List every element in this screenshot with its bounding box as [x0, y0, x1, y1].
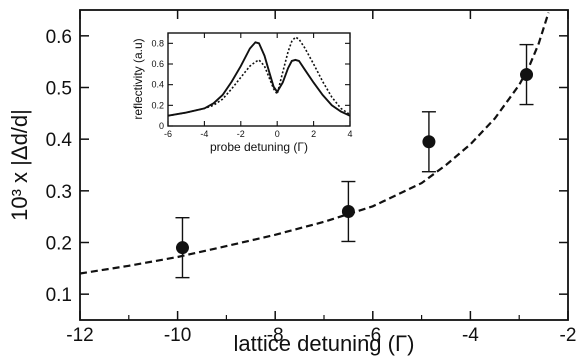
main-plot: -12 -10 -8 -6 -4 -2 0.1 0.2 0.3 0.4 0.5 0.6 lattice… — [7, 9, 577, 356]
data-point-marker — [422, 135, 436, 149]
main-y-tick-label: 0.4 — [46, 130, 73, 151]
inset-x-tick-label: -4 — [200, 129, 208, 139]
data-point — [421, 111, 436, 173]
main-tick-labels: -12 -10 -8 -6 -4 -2 0.1 0.2 0.3 0.4 0.5 0.6 — [46, 27, 577, 346]
inset-x-tick-label: 2 — [311, 129, 316, 139]
inset-y-tick-label: 0 — [159, 121, 164, 131]
data-point — [519, 43, 534, 106]
main-y-tick-label: 0.1 — [46, 285, 72, 306]
inset-x-tick-label: -2 — [237, 129, 245, 139]
main-y-tick-label: 0.5 — [46, 79, 72, 100]
main-y-tick-label: 0.2 — [46, 234, 72, 255]
inset-curves — [167, 36, 351, 117]
inset-y-tick-label: 0.2 — [151, 100, 164, 110]
main-x-tick-label: -6 — [364, 325, 381, 346]
data-point-marker — [341, 205, 355, 218]
main-y-axis-title: 10³ x |Δd/d| — [7, 109, 32, 221]
main-ticks — [79, 10, 569, 320]
inset-x-tick-label: 0 — [275, 129, 280, 139]
inset-y-axis-title: reflectivity (a.u) — [131, 38, 145, 119]
main-x-tick-label: -8 — [267, 325, 284, 346]
inset-plot-background — [168, 33, 350, 126]
inset-x-tick-label: 4 — [347, 129, 352, 139]
inset-ticks — [167, 33, 351, 127]
main-data-points — [175, 43, 534, 279]
main-x-tick-label: -2 — [560, 325, 577, 346]
inset-x-axis-title: probe detuning (Γ) — [210, 140, 308, 154]
main-x-axis-title: lattice detuning (Γ) — [234, 331, 415, 356]
inset-tick-labels: -6 -4 -2 0 2 4 0 0.2 0.4 0.6 0.8 — [151, 38, 352, 139]
data-point — [175, 216, 190, 279]
main-y-tick-label: 0.3 — [46, 182, 72, 203]
main-y-tick-label: 0.6 — [46, 27, 72, 48]
main-x-tick-label: -10 — [164, 325, 191, 346]
inset-y-tick-label: 0.8 — [151, 38, 164, 48]
inset-y-tick-label: 0.6 — [151, 59, 164, 69]
main-x-tick-label: -4 — [462, 325, 479, 346]
inset-x-tick-label: -6 — [164, 129, 172, 139]
data-point-marker — [520, 68, 534, 82]
data-point-marker — [175, 241, 189, 255]
inset-dotted-curve — [167, 36, 351, 117]
main-x-tick-label: -12 — [66, 325, 93, 346]
inset-y-tick-label: 0.4 — [151, 80, 164, 90]
inset-plot: -6 -4 -2 0 2 4 0 0.2 0.4 0.6 0.8 probe detuning (Γ… — [131, 32, 353, 154]
inset-solid-curve — [167, 41, 351, 117]
data-point — [341, 180, 356, 243]
inset-plot-frame — [167, 32, 351, 127]
